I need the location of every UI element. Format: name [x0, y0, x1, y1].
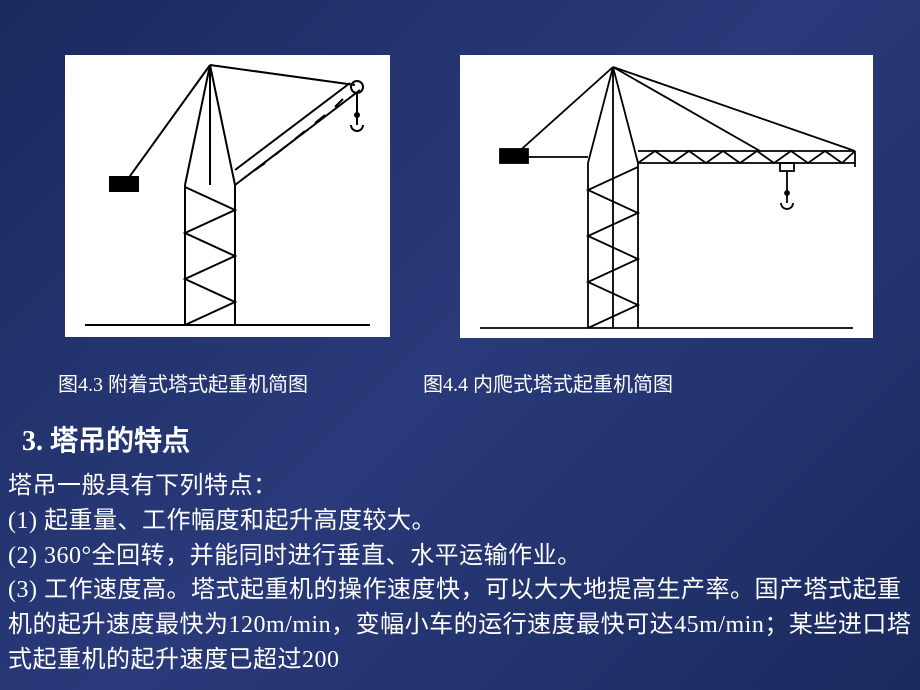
crane-luffing-diagram — [65, 55, 390, 337]
item-3: (3) 工作速度高。塔式起重机的操作速度快，可以大大地提高生产率。国产塔式起重机… — [8, 573, 912, 677]
figure-4-3 — [65, 55, 390, 337]
section-title: 3. 塔吊的特点 — [22, 419, 920, 459]
captions-row: 图4.3 附着式塔式起重机简图 图4.4 内爬式塔式起重机简图 — [0, 338, 920, 397]
body-text: 塔吊一般具有下列特点： (1) 起重量、工作幅度和起升高度较大。 (2) 360… — [8, 469, 912, 678]
intro-line: 塔吊一般具有下列特点： — [8, 469, 912, 504]
crane-climbing-diagram — [460, 55, 873, 338]
figures-row — [0, 0, 920, 338]
caption-4-4: 图4.4 内爬式塔式起重机简图 — [423, 368, 673, 397]
item-2: (2) 360°全回转，并能同时进行垂直、水平运输作业。 — [8, 539, 912, 574]
figure-4-4 — [460, 55, 873, 338]
item-1: (1) 起重量、工作幅度和起升高度较大。 — [8, 504, 912, 539]
caption-4-3: 图4.3 附着式塔式起重机简图 — [58, 368, 308, 397]
